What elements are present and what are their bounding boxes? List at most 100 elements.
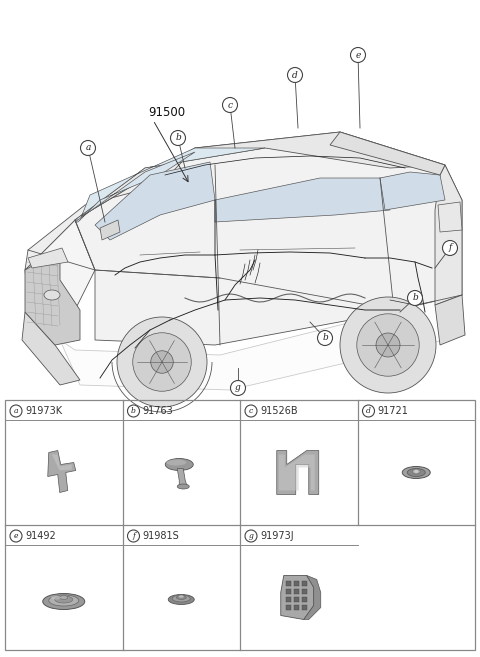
- Bar: [302, 597, 307, 602]
- Circle shape: [10, 530, 22, 542]
- Text: b: b: [175, 133, 181, 143]
- Polygon shape: [95, 162, 215, 240]
- Polygon shape: [22, 312, 80, 385]
- Bar: [286, 589, 291, 594]
- Text: 91526B: 91526B: [260, 406, 298, 416]
- Polygon shape: [48, 451, 76, 493]
- Ellipse shape: [412, 469, 420, 474]
- Ellipse shape: [402, 466, 430, 478]
- Bar: [286, 597, 291, 602]
- Text: g: g: [249, 532, 253, 540]
- Text: 91721: 91721: [377, 406, 408, 416]
- Text: 91492: 91492: [25, 531, 56, 541]
- Bar: [286, 605, 291, 610]
- Polygon shape: [304, 576, 321, 620]
- Bar: [286, 581, 291, 586]
- Ellipse shape: [165, 459, 193, 470]
- Ellipse shape: [117, 317, 207, 407]
- Ellipse shape: [376, 333, 400, 357]
- Ellipse shape: [43, 593, 85, 610]
- Polygon shape: [60, 295, 465, 390]
- Polygon shape: [215, 178, 390, 222]
- Polygon shape: [380, 172, 445, 210]
- Ellipse shape: [176, 595, 186, 599]
- Polygon shape: [281, 576, 314, 620]
- Polygon shape: [25, 148, 195, 270]
- Text: 91500: 91500: [148, 106, 185, 118]
- Bar: [294, 589, 299, 594]
- Text: b: b: [412, 294, 418, 302]
- Text: e: e: [14, 532, 18, 540]
- Bar: [302, 605, 307, 610]
- Polygon shape: [177, 468, 187, 486]
- Text: b: b: [322, 334, 328, 342]
- Bar: [294, 597, 299, 602]
- Polygon shape: [75, 132, 445, 220]
- Ellipse shape: [407, 468, 425, 476]
- Polygon shape: [75, 152, 195, 222]
- Text: 91981S: 91981S: [143, 531, 179, 541]
- Ellipse shape: [166, 459, 186, 466]
- Circle shape: [408, 290, 422, 306]
- Ellipse shape: [51, 595, 61, 599]
- Circle shape: [170, 131, 185, 145]
- Text: f: f: [448, 244, 452, 252]
- Circle shape: [230, 380, 245, 396]
- Polygon shape: [25, 250, 80, 345]
- Ellipse shape: [49, 595, 79, 606]
- Circle shape: [288, 68, 302, 83]
- Text: a: a: [14, 407, 18, 415]
- Polygon shape: [435, 295, 465, 345]
- Ellipse shape: [172, 595, 190, 602]
- Ellipse shape: [179, 595, 184, 598]
- Text: f: f: [132, 532, 135, 540]
- Circle shape: [128, 405, 140, 417]
- Text: b: b: [131, 407, 136, 415]
- Polygon shape: [438, 202, 462, 232]
- Polygon shape: [25, 220, 95, 340]
- Circle shape: [350, 47, 365, 62]
- Ellipse shape: [60, 595, 68, 599]
- Text: 91763: 91763: [143, 406, 173, 416]
- Polygon shape: [100, 220, 120, 240]
- Polygon shape: [279, 455, 315, 491]
- Ellipse shape: [414, 470, 418, 473]
- Text: a: a: [85, 143, 91, 152]
- Ellipse shape: [151, 351, 173, 373]
- Circle shape: [128, 530, 140, 542]
- Polygon shape: [52, 455, 72, 470]
- Polygon shape: [75, 148, 265, 220]
- Bar: [294, 581, 299, 586]
- Ellipse shape: [55, 596, 73, 603]
- Text: 91973K: 91973K: [25, 406, 62, 416]
- Ellipse shape: [340, 297, 436, 393]
- Polygon shape: [277, 451, 319, 495]
- Bar: [5, 400, 475, 650]
- Ellipse shape: [44, 290, 60, 300]
- Polygon shape: [75, 132, 462, 345]
- Ellipse shape: [168, 595, 194, 604]
- Bar: [302, 589, 307, 594]
- Circle shape: [10, 405, 22, 417]
- Circle shape: [317, 330, 333, 346]
- Text: g: g: [235, 384, 241, 392]
- Circle shape: [81, 141, 96, 156]
- Circle shape: [245, 530, 257, 542]
- Ellipse shape: [133, 332, 191, 392]
- Text: c: c: [228, 101, 232, 110]
- Text: c: c: [249, 407, 253, 415]
- Ellipse shape: [177, 484, 189, 489]
- Circle shape: [245, 405, 257, 417]
- Text: e: e: [355, 51, 360, 60]
- Text: d: d: [366, 407, 371, 415]
- Circle shape: [443, 240, 457, 256]
- Ellipse shape: [357, 314, 419, 376]
- Bar: [302, 581, 307, 586]
- Polygon shape: [330, 132, 445, 175]
- Bar: [294, 605, 299, 610]
- Circle shape: [362, 405, 374, 417]
- Polygon shape: [435, 165, 462, 305]
- Text: 91973J: 91973J: [260, 531, 294, 541]
- Text: d: d: [292, 70, 298, 79]
- Circle shape: [223, 97, 238, 112]
